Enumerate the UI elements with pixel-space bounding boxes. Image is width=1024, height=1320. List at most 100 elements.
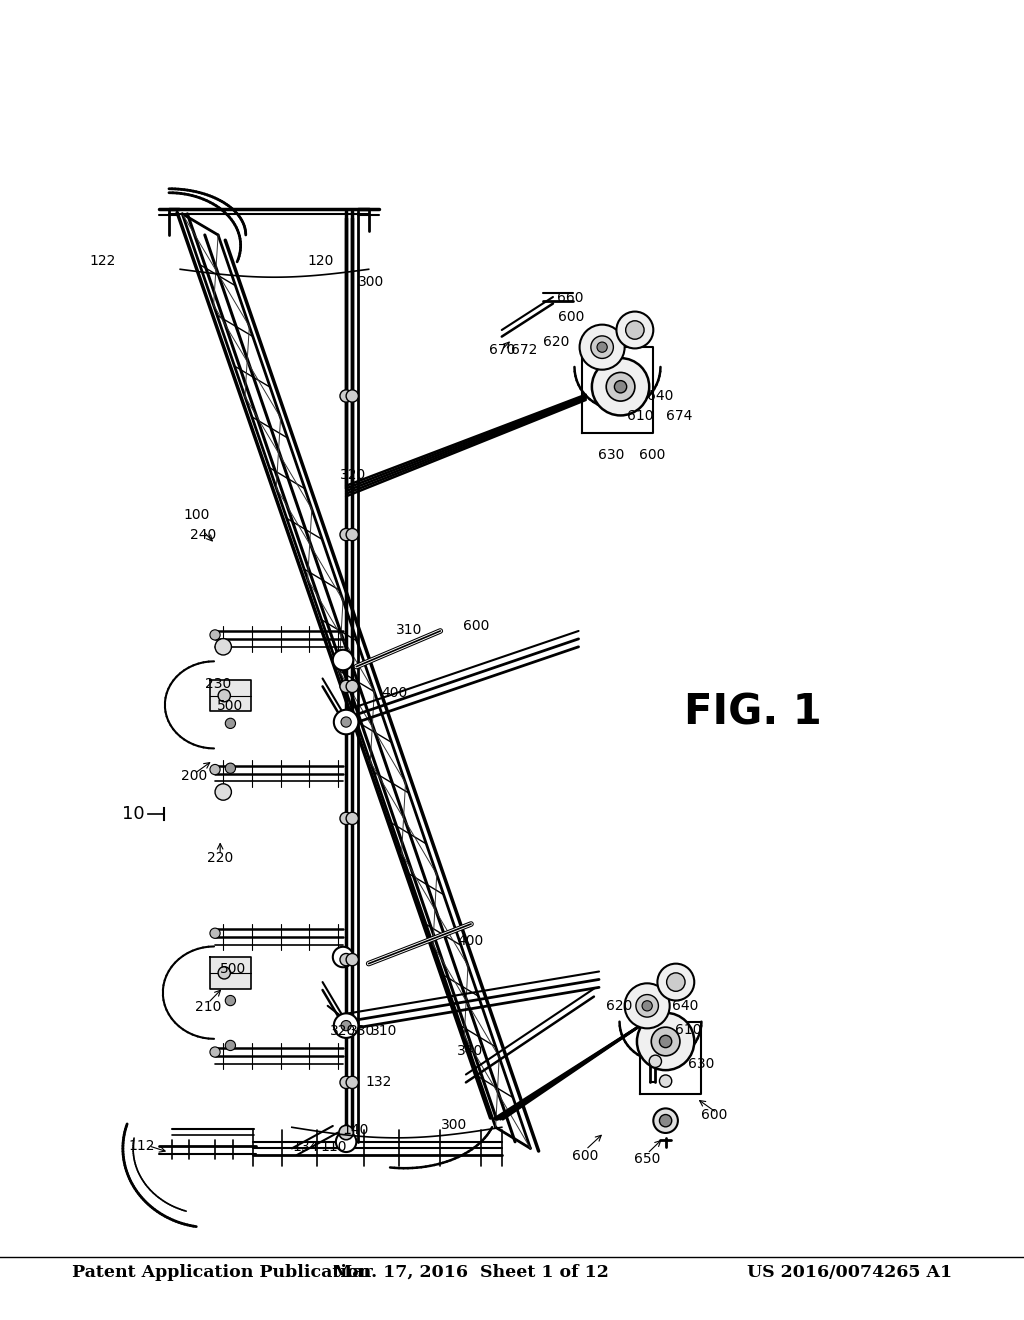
Text: 230: 230 bbox=[205, 677, 231, 690]
Circle shape bbox=[225, 995, 236, 1006]
Text: 310: 310 bbox=[371, 1024, 397, 1038]
Text: 600: 600 bbox=[700, 1109, 727, 1122]
Circle shape bbox=[346, 389, 358, 403]
Text: 300: 300 bbox=[440, 1118, 467, 1131]
Text: Mar. 17, 2016  Sheet 1 of 12: Mar. 17, 2016 Sheet 1 of 12 bbox=[333, 1265, 609, 1280]
Circle shape bbox=[667, 973, 685, 991]
Text: 134: 134 bbox=[292, 1140, 318, 1154]
Circle shape bbox=[341, 717, 351, 727]
Circle shape bbox=[580, 325, 625, 370]
Circle shape bbox=[642, 1001, 652, 1011]
Circle shape bbox=[651, 1027, 680, 1056]
Circle shape bbox=[218, 966, 230, 979]
Text: 610: 610 bbox=[675, 1023, 701, 1036]
Text: 620: 620 bbox=[543, 335, 569, 348]
Circle shape bbox=[346, 812, 358, 825]
Text: 320: 320 bbox=[340, 469, 367, 482]
Text: 620: 620 bbox=[606, 999, 633, 1012]
Text: 220: 220 bbox=[207, 851, 233, 865]
Circle shape bbox=[333, 946, 353, 968]
Circle shape bbox=[625, 983, 670, 1028]
Circle shape bbox=[636, 994, 658, 1018]
Circle shape bbox=[346, 680, 358, 693]
Circle shape bbox=[210, 630, 220, 640]
Circle shape bbox=[336, 1131, 356, 1152]
Text: 330: 330 bbox=[349, 1024, 376, 1038]
Text: 140: 140 bbox=[342, 1123, 369, 1137]
Text: FIG. 1: FIG. 1 bbox=[684, 692, 821, 734]
Text: 300: 300 bbox=[357, 276, 384, 289]
Text: US 2016/0074265 A1: US 2016/0074265 A1 bbox=[748, 1265, 952, 1280]
Circle shape bbox=[340, 812, 352, 825]
Text: 100: 100 bbox=[183, 508, 210, 521]
Text: 610: 610 bbox=[627, 409, 653, 422]
Circle shape bbox=[225, 763, 236, 774]
Text: 320: 320 bbox=[330, 1024, 356, 1038]
Text: 120: 120 bbox=[307, 255, 334, 268]
Text: 240: 240 bbox=[189, 528, 216, 541]
Circle shape bbox=[340, 680, 352, 693]
Circle shape bbox=[340, 953, 352, 966]
Circle shape bbox=[592, 358, 649, 416]
Text: 660: 660 bbox=[557, 292, 584, 305]
Text: 10: 10 bbox=[122, 805, 144, 824]
Circle shape bbox=[626, 321, 644, 339]
Circle shape bbox=[340, 528, 352, 541]
Circle shape bbox=[218, 689, 230, 702]
Circle shape bbox=[606, 372, 635, 401]
Text: 400: 400 bbox=[381, 686, 408, 700]
Circle shape bbox=[333, 649, 353, 671]
Circle shape bbox=[340, 389, 352, 403]
Text: 500: 500 bbox=[217, 700, 244, 713]
Circle shape bbox=[637, 1012, 694, 1071]
Circle shape bbox=[210, 928, 220, 939]
Text: 630: 630 bbox=[598, 449, 625, 462]
Polygon shape bbox=[210, 680, 251, 711]
Text: 600: 600 bbox=[558, 310, 585, 323]
Circle shape bbox=[340, 1076, 352, 1089]
Circle shape bbox=[659, 1114, 672, 1127]
Circle shape bbox=[225, 718, 236, 729]
Circle shape bbox=[659, 1035, 672, 1048]
Text: 640: 640 bbox=[672, 999, 698, 1012]
Circle shape bbox=[657, 964, 694, 1001]
Text: 210: 210 bbox=[195, 1001, 221, 1014]
Text: 670: 670 bbox=[488, 343, 515, 356]
Circle shape bbox=[614, 380, 627, 393]
Text: 132: 132 bbox=[366, 1076, 392, 1089]
Text: 122: 122 bbox=[89, 255, 116, 268]
Circle shape bbox=[334, 710, 358, 734]
Text: 340: 340 bbox=[457, 1044, 483, 1057]
Text: 110: 110 bbox=[321, 1140, 347, 1154]
Circle shape bbox=[346, 528, 358, 541]
Text: 500: 500 bbox=[220, 962, 247, 975]
Text: 640: 640 bbox=[647, 389, 674, 403]
Circle shape bbox=[215, 639, 231, 655]
Circle shape bbox=[591, 335, 613, 359]
Polygon shape bbox=[210, 957, 251, 989]
Text: 672: 672 bbox=[511, 343, 538, 356]
Circle shape bbox=[334, 1014, 358, 1038]
Text: 400: 400 bbox=[457, 935, 483, 948]
Text: 630: 630 bbox=[688, 1057, 715, 1071]
Circle shape bbox=[346, 1076, 358, 1089]
Circle shape bbox=[215, 784, 231, 800]
Circle shape bbox=[341, 1020, 351, 1031]
Circle shape bbox=[225, 1040, 236, 1051]
Text: 674: 674 bbox=[666, 409, 692, 422]
Text: 600: 600 bbox=[571, 1150, 598, 1163]
Circle shape bbox=[339, 1126, 353, 1139]
Text: 112: 112 bbox=[128, 1139, 155, 1152]
Text: 200: 200 bbox=[181, 770, 208, 783]
Text: 650: 650 bbox=[634, 1152, 660, 1166]
Circle shape bbox=[616, 312, 653, 348]
Circle shape bbox=[649, 1055, 662, 1068]
Text: Patent Application Publication: Patent Application Publication bbox=[72, 1265, 371, 1280]
Circle shape bbox=[659, 1074, 672, 1088]
Text: 310: 310 bbox=[396, 623, 423, 636]
Text: 600: 600 bbox=[639, 449, 666, 462]
Circle shape bbox=[653, 1109, 678, 1133]
Circle shape bbox=[210, 1047, 220, 1057]
Circle shape bbox=[210, 764, 220, 775]
Text: 600: 600 bbox=[463, 619, 489, 632]
